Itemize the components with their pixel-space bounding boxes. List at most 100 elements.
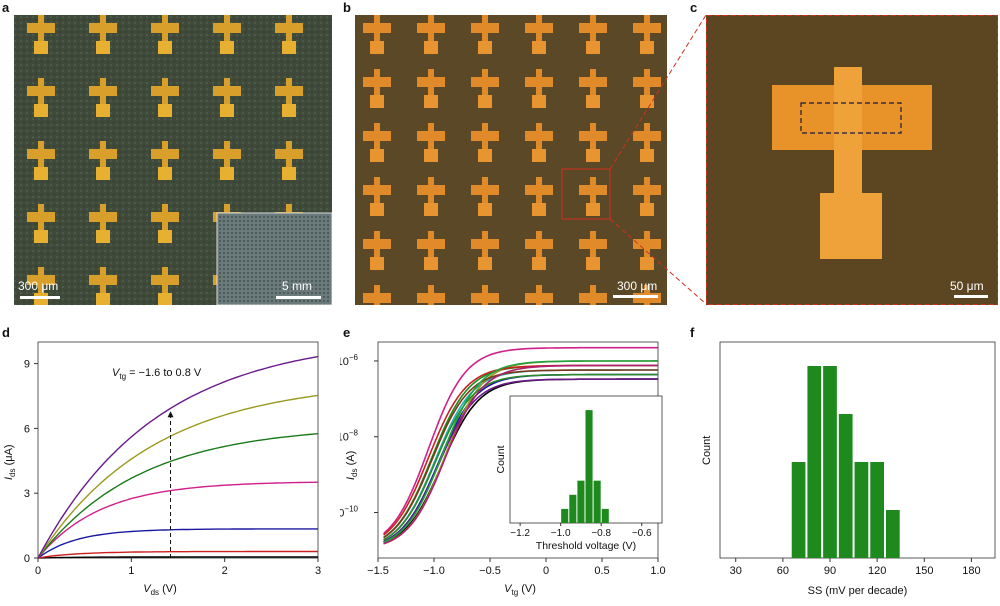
x-axis-label-e: Vtg (V) <box>504 583 536 597</box>
device-gate <box>38 267 44 297</box>
device-gate <box>224 78 230 108</box>
device-gate <box>162 15 168 45</box>
panel-label-a: a <box>2 0 10 15</box>
bar-f <box>791 462 806 558</box>
device-gate <box>644 123 650 153</box>
device-pad <box>370 149 384 162</box>
micrograph-a <box>14 15 332 305</box>
transfer-curve-e <box>383 360 658 544</box>
bar-f <box>807 366 822 558</box>
micrograph-b <box>355 15 667 305</box>
device-pad <box>532 149 546 162</box>
device-gate <box>644 15 650 45</box>
device-gate <box>428 69 434 99</box>
device-pad <box>640 149 654 162</box>
device-pad <box>370 41 384 54</box>
x-tick-label-d: 0 <box>35 565 41 577</box>
device-gate <box>224 15 230 45</box>
x-tick-label-f: 30 <box>730 565 742 577</box>
scalebar-label-a: 300 μm <box>18 279 59 293</box>
device-gate <box>162 204 168 234</box>
inset-bar-e <box>593 480 601 523</box>
y-tick-label-d: 9 <box>24 359 30 371</box>
device-pad <box>370 257 384 270</box>
device-pad <box>478 257 492 270</box>
device-pad <box>424 149 438 162</box>
device-pad <box>586 95 600 108</box>
sweep-arrowhead-d <box>167 411 174 418</box>
device-gate <box>38 204 44 234</box>
device-gate <box>100 141 106 171</box>
device-gate <box>482 285 488 305</box>
device-gate <box>100 204 106 234</box>
device-pad <box>220 41 234 54</box>
device-array-b <box>363 15 661 305</box>
device-pad <box>96 104 110 117</box>
inset-x-tick-label-e: −0.8 <box>591 528 611 539</box>
bar-f <box>838 414 853 558</box>
micrograph-c <box>706 15 998 305</box>
device-gate <box>374 285 380 305</box>
device-gate <box>428 285 434 305</box>
series-line-d <box>37 556 318 559</box>
device-pad <box>532 257 546 270</box>
device-pad <box>478 203 492 216</box>
device-gate <box>162 141 168 171</box>
y-tick-label-d: 6 <box>24 423 30 435</box>
annotation-d: Vtg = −1.6 to 0.8 V <box>112 367 202 381</box>
inset-bar-e <box>577 480 585 523</box>
plot-frame-d <box>37 341 319 559</box>
transfer-curve-e <box>383 369 658 539</box>
device-gate <box>482 69 488 99</box>
panel-label-f: f <box>690 325 695 340</box>
device-pad <box>220 167 234 180</box>
device-gate <box>644 177 650 207</box>
inset-x-axis-label-e: Threshold voltage (V) <box>536 540 636 552</box>
device-pad <box>34 230 48 243</box>
series-line-d <box>37 528 318 559</box>
device-pad <box>640 41 654 54</box>
device-pad <box>96 293 110 305</box>
device-gate <box>428 177 434 207</box>
device-pad <box>96 167 110 180</box>
device-gate <box>374 15 380 45</box>
device-gate <box>224 141 230 171</box>
x-tick-label-f: 120 <box>868 565 886 577</box>
device-gate <box>38 141 44 171</box>
device-gate <box>536 285 542 305</box>
panel-label-d: d <box>2 325 10 340</box>
device-gate <box>536 123 542 153</box>
device-pad <box>370 203 384 216</box>
device-pad <box>424 95 438 108</box>
device-pad <box>424 257 438 270</box>
device-pad <box>96 230 110 243</box>
device-gate <box>590 231 596 261</box>
x-tick-label-f: 60 <box>777 565 789 577</box>
device-gate <box>286 15 292 45</box>
inset-bar-e <box>585 410 593 523</box>
device-pad <box>586 257 600 270</box>
device-gate <box>38 15 44 45</box>
device-pad <box>586 149 600 162</box>
device-gate <box>162 267 168 297</box>
device-pad <box>158 230 172 243</box>
series-line-d <box>37 433 319 559</box>
transfer-curve-e <box>383 373 658 541</box>
x-tick-label-d: 3 <box>315 565 321 577</box>
x-tick-label-f: 90 <box>824 565 836 577</box>
y-tick-label-d: 3 <box>24 488 30 500</box>
device-pad <box>158 41 172 54</box>
y-tick-label-e: 10−8 <box>340 429 359 444</box>
inset-x-tick-label-e: −0.6 <box>632 528 652 539</box>
series-line-d <box>37 355 319 559</box>
y-tick-label-d: 0 <box>24 553 30 565</box>
device-pad <box>96 41 110 54</box>
device-pad <box>282 167 296 180</box>
device-pad <box>586 203 600 216</box>
x-tick-label-d: 1 <box>128 565 134 577</box>
device-gate <box>482 231 488 261</box>
series-line-d <box>37 394 319 559</box>
y-tick-label-e: 10−6 <box>340 353 359 368</box>
x-axis-label-f: SS (mV per decade) <box>808 585 908 597</box>
bar-f <box>886 510 900 558</box>
